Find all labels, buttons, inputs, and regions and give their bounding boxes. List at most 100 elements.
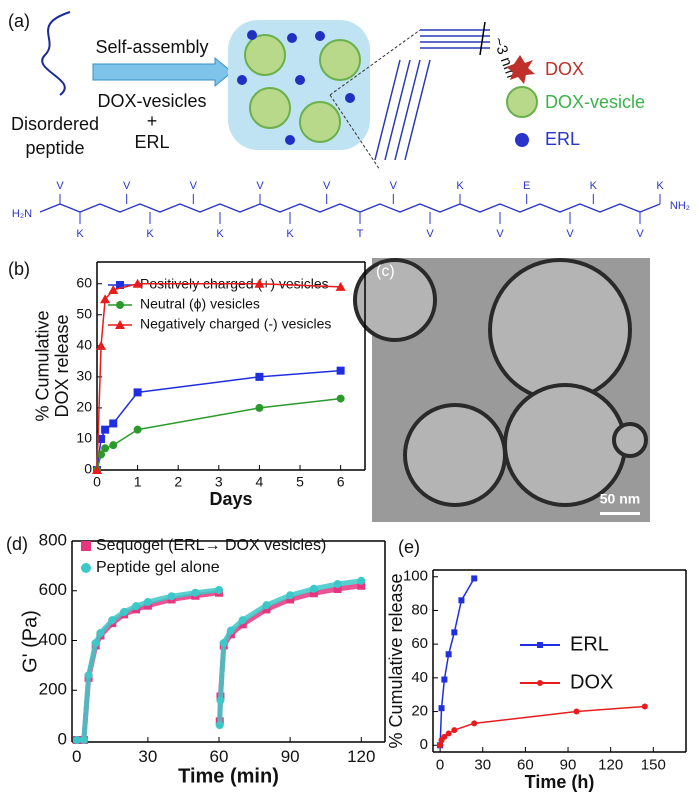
marker <box>286 595 295 604</box>
marker <box>286 591 295 600</box>
marker <box>115 320 125 329</box>
marker <box>437 742 444 749</box>
marker <box>441 733 448 740</box>
data-line <box>439 705 645 746</box>
panel-label: (b) <box>8 259 30 279</box>
legend-label: Sequogel (ERL→ DOX vesicles) <box>96 537 326 554</box>
erl-icons <box>237 30 355 145</box>
y-axis-label: G' (Pa) <box>19 610 41 673</box>
x-tick-label: 150 <box>641 756 666 773</box>
marker <box>451 629 458 636</box>
legend-label: Negatively charged (-) vesicles <box>140 316 331 332</box>
gel-network <box>228 20 370 150</box>
peptide-label: Disordered <box>11 114 99 134</box>
residue: K <box>456 180 464 192</box>
residue: K <box>286 228 294 240</box>
marker <box>238 620 247 629</box>
marker <box>97 434 106 443</box>
panel-label: (e) <box>398 537 420 557</box>
marker <box>333 585 342 594</box>
x-tick-label: 6 <box>337 473 345 489</box>
x-tick-label: 2 <box>174 473 182 489</box>
marker <box>101 425 110 434</box>
residue: V <box>566 228 574 240</box>
peptide-label: peptide <box>25 138 84 158</box>
marker <box>133 425 142 434</box>
marker <box>91 638 100 647</box>
residue: V <box>256 180 264 192</box>
y-tick-label: 100 <box>403 568 428 585</box>
legend-label: ERL <box>570 633 609 655</box>
marker <box>255 403 264 412</box>
marker <box>81 541 91 551</box>
marker <box>357 576 366 585</box>
marker <box>438 705 445 712</box>
marker <box>96 629 105 638</box>
marker <box>216 696 225 705</box>
residue: K <box>656 180 664 192</box>
marker <box>215 586 224 595</box>
y-tick-label: 40 <box>76 337 92 353</box>
vesicles <box>244 34 361 143</box>
y-tick-label: 200 <box>39 680 67 699</box>
sequence-end: NH₂ <box>670 200 690 212</box>
x-tick-label: 90 <box>560 756 577 773</box>
arrow-label: DOX-vesicles <box>97 91 206 111</box>
x-tick-label: 120 <box>598 756 623 773</box>
residue: V <box>496 228 504 240</box>
arrow <box>92 56 233 88</box>
residue: K <box>590 180 598 192</box>
data-line <box>76 578 362 743</box>
y-tick-label: 30 <box>76 368 92 384</box>
y-axis-label: % Cumulative release <box>386 573 406 748</box>
marker <box>79 736 88 745</box>
panel-label: (d) <box>6 534 28 554</box>
marker <box>537 680 543 686</box>
residue: V <box>390 180 398 192</box>
dox-icon <box>506 55 535 84</box>
y-tick-label: 0 <box>420 736 428 753</box>
y-tick-label: 400 <box>39 630 67 649</box>
y-tick-label: 40 <box>411 669 428 686</box>
scale-bar <box>600 512 640 515</box>
legend-label: DOX <box>570 671 613 693</box>
marker <box>458 597 465 604</box>
data-line <box>96 369 341 471</box>
sequence: H₂N NH₂ V V V V V V K E K K K K K K T V V V V <box>12 180 690 240</box>
residue: E <box>523 180 530 192</box>
marker <box>238 616 247 625</box>
x-axis-label: Days <box>209 489 252 509</box>
marker <box>109 441 118 450</box>
marker <box>471 720 478 727</box>
marker <box>120 607 129 616</box>
marker <box>72 736 81 745</box>
x-tick-label: 3 <box>215 473 223 489</box>
legend-label: DOX <box>545 59 584 79</box>
marker <box>84 671 93 680</box>
legend-label: DOX-vesicle <box>545 92 645 112</box>
residue: K <box>146 228 154 240</box>
x-tick-label: 0 <box>436 756 444 773</box>
panel-c: (c) 50 nm <box>353 258 650 522</box>
x-axis-label: Time (h) <box>525 772 595 792</box>
marker <box>133 388 142 397</box>
x-tick-label: 30 <box>474 756 491 773</box>
x-tick-label: 5 <box>296 473 304 489</box>
marker <box>132 602 141 611</box>
marker <box>309 589 318 598</box>
marker <box>573 708 580 715</box>
x-tick-label: 60 <box>517 756 534 773</box>
marker <box>262 605 271 614</box>
marker <box>215 721 224 730</box>
marker <box>108 284 119 294</box>
y-tick-label: 600 <box>39 580 67 599</box>
y-tick-label: 50 <box>76 305 92 321</box>
panel-label: (c) <box>376 263 395 280</box>
marker <box>81 563 91 573</box>
marker <box>357 581 366 590</box>
marker <box>471 575 478 582</box>
marker <box>445 730 452 737</box>
marker <box>336 394 345 403</box>
marker <box>97 450 106 459</box>
